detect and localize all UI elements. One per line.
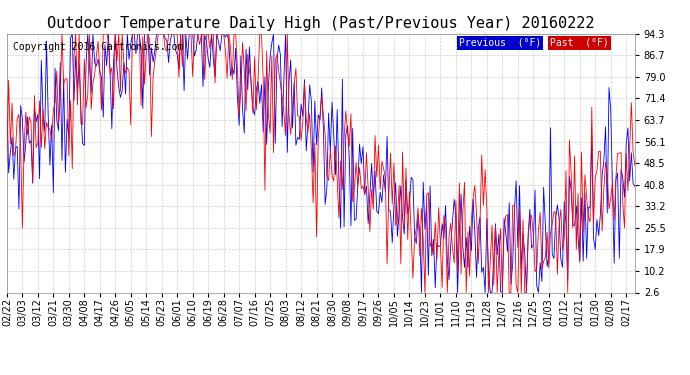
Text: Previous  (°F): Previous (°F) <box>459 38 541 48</box>
Text: Past  (°F): Past (°F) <box>550 38 609 48</box>
Title: Outdoor Temperature Daily High (Past/Previous Year) 20160222: Outdoor Temperature Daily High (Past/Pre… <box>47 16 595 31</box>
Text: Copyright 2016 Cartronics.com: Copyright 2016 Cartronics.com <box>13 42 184 51</box>
